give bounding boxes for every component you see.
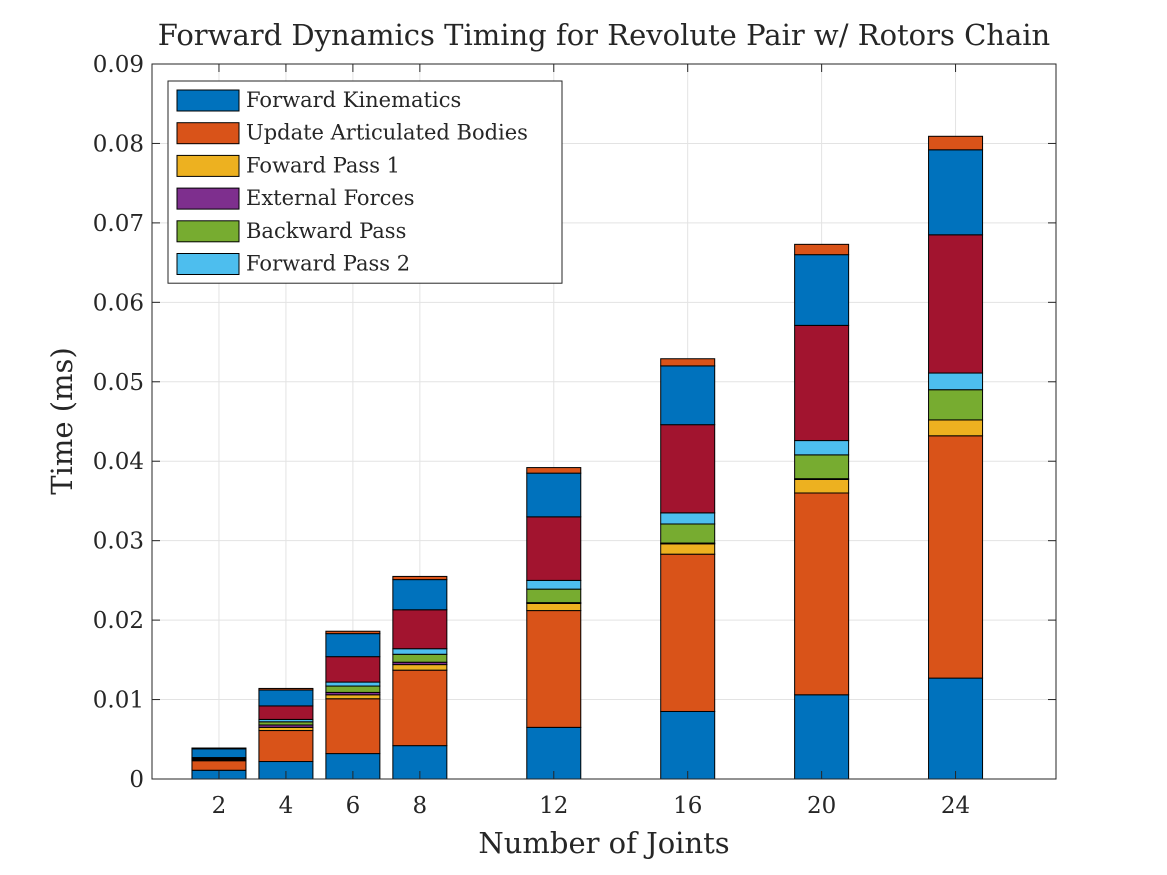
- bar-segment: [325, 694, 381, 700]
- bar-segment: [928, 419, 984, 437]
- bar-segment: [526, 516, 582, 581]
- bar-segment: [794, 324, 850, 442]
- bar-segment: [794, 254, 850, 326]
- bar-segment: [794, 454, 850, 480]
- bar-segment: [325, 630, 381, 635]
- legend-swatch: [176, 154, 240, 177]
- bar-segment: [660, 523, 716, 544]
- bar-segment: [526, 467, 582, 474]
- bar-segment: [258, 687, 314, 691]
- bar-segment: [392, 664, 448, 671]
- bar-segment: [392, 609, 448, 650]
- bar-segment: [794, 694, 850, 780]
- bar-segment: [325, 681, 381, 687]
- x-tick-label: 20: [807, 793, 836, 819]
- bar-segment: [794, 492, 850, 696]
- x-tick-label: 24: [941, 793, 970, 819]
- bar-segment: [392, 575, 448, 581]
- bar-segment: [928, 389, 984, 421]
- bar-segment: [392, 669, 448, 747]
- bar-segment: [526, 602, 582, 612]
- legend-swatch: [176, 253, 240, 275]
- bar-segment: [526, 726, 582, 780]
- bar-segment: [526, 579, 582, 590]
- y-tick-label: 0.07: [93, 211, 144, 237]
- y-tick-label: 0: [129, 767, 144, 793]
- bar-segment: [258, 689, 314, 707]
- x-tick-label: 8: [413, 793, 428, 819]
- chart-title: Forward Dynamics Timing for Revolute Pai…: [158, 18, 1050, 52]
- axes: [151, 63, 1057, 780]
- y-tick-label: 0.01: [93, 688, 144, 714]
- legend: Forward Kinematics Update Articulated Bod…: [167, 80, 563, 284]
- legend-label: Update Articulated Bodies: [246, 121, 528, 145]
- bar-segment: [928, 234, 984, 374]
- legend-label: Forward Pass 2: [246, 252, 410, 276]
- bar-segment: [928, 372, 984, 391]
- bar-segment: [191, 747, 247, 750]
- legend-label: Forward Kinematics: [246, 88, 461, 112]
- bar-segment: [928, 435, 984, 679]
- x-axis-label: Number of Joints: [478, 826, 729, 860]
- bar-segment: [660, 365, 716, 426]
- bar-segment: [526, 472, 582, 518]
- bar-segment: [392, 653, 448, 663]
- y-tick-label: 0.05: [93, 370, 144, 396]
- bar-segment: [526, 588, 582, 604]
- x-tick-label: 12: [539, 793, 568, 819]
- x-tick-label: 2: [212, 793, 227, 819]
- legend-swatch: [176, 187, 240, 210]
- bar-segment: [794, 478, 850, 494]
- y-tick-label: 0.06: [93, 290, 144, 316]
- y-tick-label: 0.04: [93, 449, 144, 475]
- axes-box: [151, 63, 1057, 780]
- legend-label: External Forces: [246, 186, 415, 210]
- bar-segment: [660, 543, 716, 555]
- bar-segment: [191, 748, 247, 759]
- y-tick-label: 0.08: [93, 131, 144, 157]
- y-tick-label: 0.02: [93, 608, 144, 634]
- bar-segment: [325, 698, 381, 755]
- bar-segment: [660, 710, 716, 780]
- y-tick-labels: 0 0.01 0.02 0.03 0.04 0.05 0.06 0.07 0.08 0.09: [93, 52, 144, 793]
- bars: [191, 135, 984, 780]
- y-tick-label: 0.03: [93, 529, 144, 555]
- x-tick-label: 16: [673, 793, 702, 819]
- legend-swatch: [176, 122, 240, 145]
- y-axis-label: Time (ms): [45, 347, 79, 495]
- bar-segment: [526, 610, 582, 728]
- legend-swatch: [176, 220, 240, 243]
- bar-segment: [794, 243, 850, 256]
- bar-segment: [794, 440, 850, 456]
- bar-segment: [660, 358, 716, 367]
- bar-segment: [392, 579, 448, 611]
- x-tick-label: 4: [279, 793, 294, 819]
- bar-segment: [325, 633, 381, 658]
- legend-box: [167, 80, 563, 284]
- y-tick-label: 0.09: [93, 52, 144, 78]
- bar-segment: [928, 149, 984, 236]
- bar-segment: [928, 677, 984, 780]
- x-tick-label: 6: [346, 793, 361, 819]
- bar-segment: [928, 135, 984, 151]
- x-tick-labels: 2 4 6 8 12 16 20 24: [212, 793, 971, 819]
- bar-segment: [325, 656, 381, 683]
- bar-segment: [392, 648, 448, 655]
- bar-segment: [325, 685, 381, 693]
- legend-label: Foward Pass 1: [246, 153, 400, 177]
- bar-segment: [258, 730, 314, 763]
- bar-segment: [258, 705, 314, 720]
- legend-swatch: [176, 89, 240, 112]
- legend-label: Backward Pass: [246, 219, 406, 243]
- bar-segment: [660, 553, 716, 712]
- bar-segment: [660, 512, 716, 525]
- bar-segment: [660, 424, 716, 514]
- bar-segment: [191, 760, 247, 771]
